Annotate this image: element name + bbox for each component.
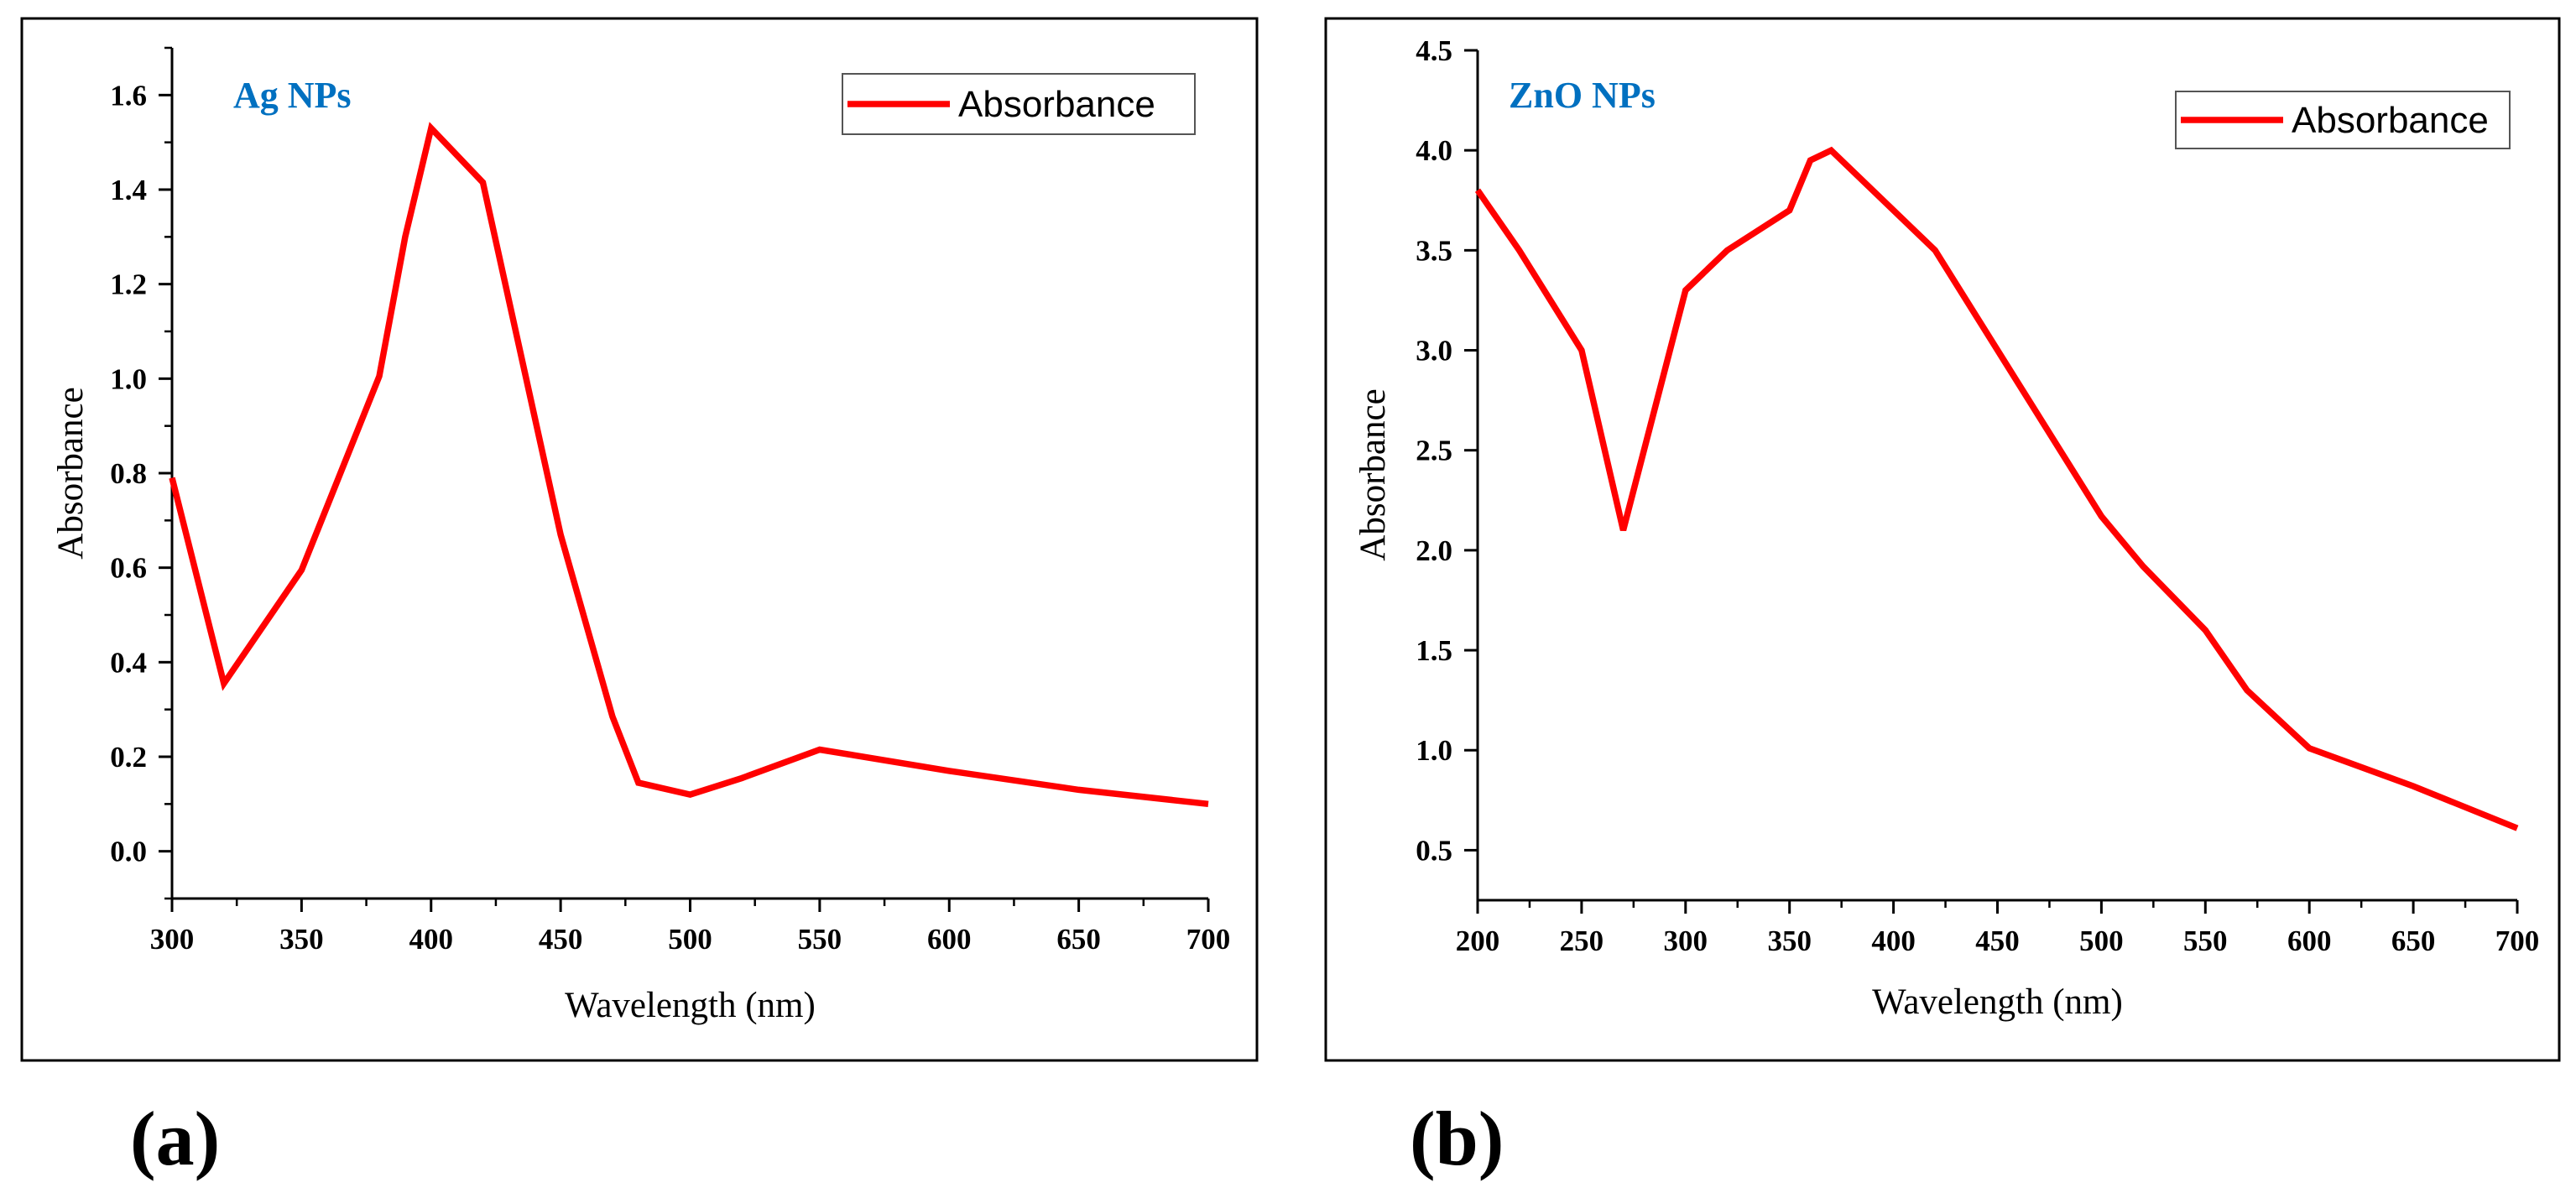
x-tick-label-b-600: 600: [2287, 925, 2332, 957]
x-tick-label-b-550: 550: [2183, 925, 2228, 957]
chart-title-b: ZnO NPs: [1509, 75, 1656, 116]
x-tick-label-b-300: 300: [1664, 925, 1708, 957]
series-line-b-0: [1474, 146, 2519, 831]
y-tick-label-b-3: 3.0: [1416, 335, 1452, 367]
y-tick-label-a-0.6: 0.6: [110, 552, 147, 585]
y-tick-label-a-1.2: 1.2: [110, 268, 147, 301]
y-tick-label-a-1: 1.0: [110, 362, 147, 395]
legend-b: Absorbance: [2175, 91, 2511, 149]
x-tick-label-a-400: 400: [409, 923, 454, 956]
y-tick-label-b-2.5: 2.5: [1416, 435, 1452, 467]
chart-title-a: Ag NPs: [233, 75, 352, 116]
y-tick-label-b-4.5: 4.5: [1416, 34, 1452, 67]
x-tick-label-a-500: 500: [668, 923, 712, 956]
y-axis-title-b: Absorbance: [1353, 388, 1393, 560]
y-tick-label-b-0.5: 0.5: [1416, 834, 1452, 867]
x-tick-label-b-400: 400: [1871, 925, 1916, 957]
x-tick-label-b-500: 500: [2079, 925, 2124, 957]
x-axis-title-a: Wavelength (nm): [565, 986, 816, 1025]
x-tick-label-a-300: 300: [150, 923, 195, 956]
legend-a: Absorbance: [842, 73, 1196, 135]
x-tick-label-a-600: 600: [927, 923, 972, 956]
y-axis-title-a: Absorbance: [51, 387, 91, 559]
x-tick-label-a-650: 650: [1056, 923, 1101, 956]
y-tick-label-b-1: 1.0: [1416, 734, 1452, 767]
y-tick-label-a-0: 0.0: [110, 836, 147, 868]
y-tick-label-b-1.5: 1.5: [1416, 634, 1452, 667]
y-tick-label-b-2: 2.0: [1416, 534, 1452, 567]
panel-caption-a: (a): [130, 1096, 220, 1181]
panel-a: 300 350 400 450 500 550 600 650 700 0.0 0.2 0.4 0.6 0…: [20, 17, 1259, 1181]
panel-a-frame: [20, 17, 1259, 1062]
x-axis-title-b: Wavelength (nm): [1872, 982, 2123, 1022]
y-tick-label-b-3.5: 3.5: [1416, 234, 1452, 267]
y-tick-label-a-1.6: 1.6: [110, 79, 147, 112]
x-tick-label-a-700: 700: [1186, 923, 1231, 956]
panel-b: 200 250 300 350 400 450 500 550 600 650 700 0.5 1.0 1…: [1324, 17, 2561, 1181]
legend-label-a: Absorbance: [958, 84, 1155, 125]
series-line-a-0: [169, 122, 1209, 808]
x-tick-label-b-450: 450: [1975, 925, 2020, 957]
x-tick-label-a-350: 350: [279, 923, 324, 956]
y-tick-label-a-0.4: 0.4: [110, 646, 147, 679]
legend-label-b: Absorbance: [2292, 100, 2489, 141]
y-tick-label-b-4: 4.0: [1416, 134, 1452, 167]
panel-b-frame: [1324, 17, 2561, 1062]
y-tick-label-a-1.4: 1.4: [110, 174, 147, 206]
x-tick-label-b-200: 200: [1456, 925, 1500, 957]
x-tick-label-a-550: 550: [798, 923, 842, 956]
x-tick-label-b-700: 700: [2495, 925, 2540, 957]
panel-caption-b: (b): [1410, 1096, 1504, 1181]
x-tick-label-a-450: 450: [539, 923, 583, 956]
y-tick-label-a-0.8: 0.8: [110, 457, 147, 490]
x-tick-label-b-250: 250: [1560, 925, 1604, 957]
y-tick-label-a-0.2: 0.2: [110, 741, 147, 774]
x-tick-label-b-350: 350: [1767, 925, 1812, 957]
x-tick-label-b-650: 650: [2391, 925, 2436, 957]
